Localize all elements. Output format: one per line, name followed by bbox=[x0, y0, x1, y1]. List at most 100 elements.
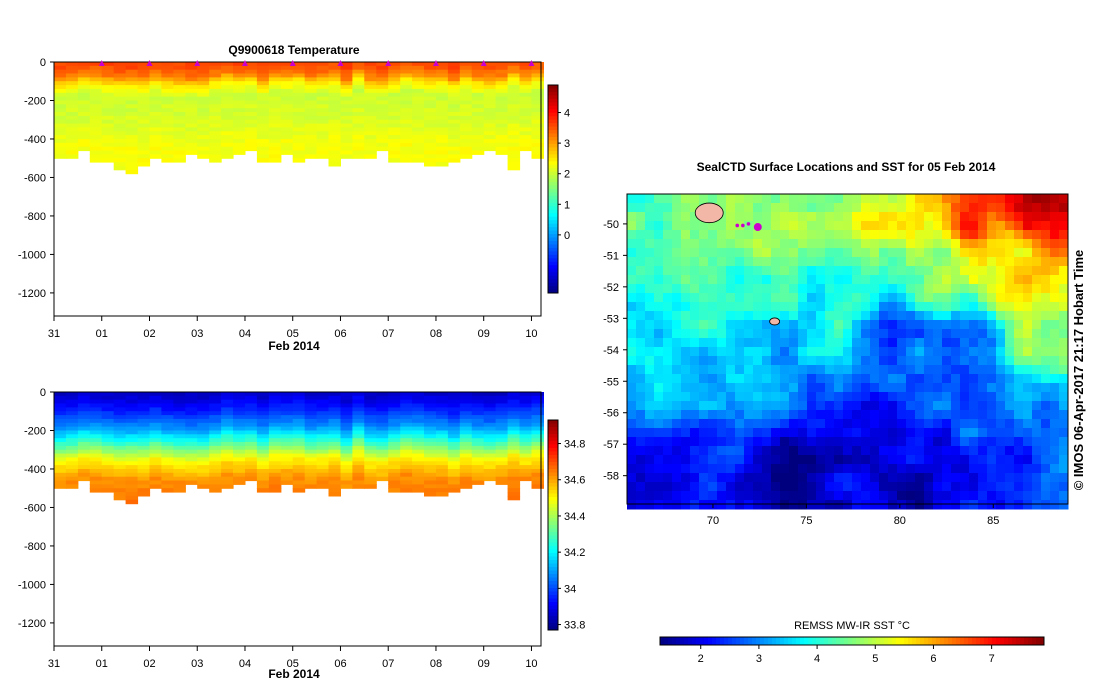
profile-cell bbox=[185, 100, 198, 105]
profile-cell bbox=[89, 438, 103, 443]
profile-cell bbox=[137, 142, 151, 148]
sst-cell bbox=[825, 401, 835, 411]
sst-colorbar-swatch bbox=[964, 637, 969, 645]
profile-cell bbox=[376, 62, 389, 67]
sst-cell bbox=[933, 482, 943, 492]
sst-cell bbox=[843, 428, 853, 438]
sst-cell bbox=[1050, 293, 1060, 303]
profile-cell bbox=[328, 492, 341, 497]
sst-cell bbox=[627, 329, 637, 339]
profile-cell bbox=[54, 69, 67, 75]
profile-cell bbox=[209, 158, 222, 163]
profile-cell bbox=[209, 96, 222, 101]
sst-cell bbox=[681, 311, 691, 321]
profile-cell bbox=[101, 392, 115, 397]
sst-cell bbox=[843, 320, 853, 330]
sst-cell bbox=[996, 464, 1006, 474]
profile-cell bbox=[197, 415, 210, 420]
sst-cell bbox=[654, 437, 664, 447]
sst-cell bbox=[1059, 356, 1069, 366]
colorbar-swatch bbox=[548, 511, 558, 515]
profile-cell bbox=[364, 438, 377, 443]
colorbar-swatch bbox=[548, 213, 558, 218]
profile-cell bbox=[483, 469, 497, 474]
profile-cell bbox=[519, 142, 532, 148]
profile-cell bbox=[436, 407, 449, 412]
profile-cell bbox=[388, 472, 401, 478]
profile-cell bbox=[89, 480, 103, 485]
profile-cell bbox=[471, 100, 485, 105]
sst-colorbar-swatch bbox=[756, 637, 761, 645]
profile-cell bbox=[101, 85, 115, 90]
profile-cell bbox=[507, 476, 521, 482]
profile-cell bbox=[256, 77, 270, 82]
profile-cell bbox=[137, 449, 151, 455]
sst-cell bbox=[969, 293, 979, 303]
profile-cell bbox=[197, 395, 210, 401]
profile-cell bbox=[221, 422, 234, 428]
sst-cell bbox=[771, 401, 781, 411]
profile-cell bbox=[388, 158, 401, 163]
sst-cell bbox=[717, 320, 727, 330]
profile-cell bbox=[197, 449, 210, 455]
sst-cell bbox=[672, 410, 682, 420]
profile-cell bbox=[185, 104, 198, 109]
sst-cell bbox=[879, 428, 889, 438]
profile-cell bbox=[352, 135, 365, 140]
profile-cell bbox=[137, 150, 151, 155]
profile-cell bbox=[137, 96, 151, 101]
sst-cell bbox=[789, 221, 799, 231]
sst-cell bbox=[942, 311, 952, 321]
profile-cell bbox=[161, 411, 174, 416]
profile-cell bbox=[65, 449, 79, 455]
profile-cell bbox=[54, 480, 67, 485]
sst-cell bbox=[1032, 302, 1042, 312]
sst-cell bbox=[636, 284, 646, 294]
profile-cell bbox=[412, 461, 425, 466]
profile-cell bbox=[519, 434, 532, 439]
profile-cell bbox=[101, 465, 115, 470]
sst-cell bbox=[1005, 347, 1015, 357]
sst-cell bbox=[996, 230, 1006, 240]
sst-cell bbox=[834, 284, 844, 294]
profile-cell bbox=[185, 445, 198, 451]
profile-cell bbox=[388, 135, 401, 140]
profile-cell bbox=[483, 139, 497, 144]
profile-cell bbox=[125, 135, 139, 140]
profile-cell bbox=[233, 392, 246, 397]
profile-cell bbox=[54, 426, 67, 431]
profile-cell bbox=[340, 92, 353, 98]
sst-cell bbox=[663, 230, 673, 240]
sst-cell bbox=[627, 365, 637, 375]
profile-cell bbox=[149, 131, 162, 136]
sst-cell bbox=[861, 464, 871, 474]
sst-cell bbox=[654, 212, 664, 222]
sst-cell bbox=[834, 347, 844, 357]
profile-cell bbox=[412, 465, 425, 470]
sst-cell bbox=[825, 293, 835, 303]
sst-cell bbox=[825, 203, 835, 213]
profile-cell bbox=[471, 445, 485, 451]
y-tick-label: -1200 bbox=[18, 618, 46, 630]
profile-cell bbox=[89, 442, 103, 447]
colorbar-swatch bbox=[548, 563, 558, 568]
sst-cell bbox=[870, 473, 880, 483]
profile-cell bbox=[388, 426, 401, 431]
profile-cell bbox=[531, 469, 544, 474]
profile-cell bbox=[483, 465, 497, 470]
sst-cell bbox=[915, 266, 925, 276]
profile-cell bbox=[507, 135, 521, 140]
profile-cell bbox=[412, 453, 425, 458]
profile-cell bbox=[436, 476, 449, 482]
profile-cell bbox=[101, 115, 115, 121]
sst-cell bbox=[762, 320, 772, 330]
sst-cell bbox=[996, 437, 1006, 447]
profile-cell bbox=[137, 73, 151, 78]
sst-cell bbox=[924, 266, 934, 276]
sst-cell bbox=[708, 419, 718, 429]
sst-cell bbox=[816, 455, 826, 465]
profile-cell bbox=[256, 434, 270, 439]
sst-cell bbox=[906, 410, 916, 420]
profile-cell bbox=[113, 438, 127, 443]
sst-cell bbox=[672, 230, 682, 240]
